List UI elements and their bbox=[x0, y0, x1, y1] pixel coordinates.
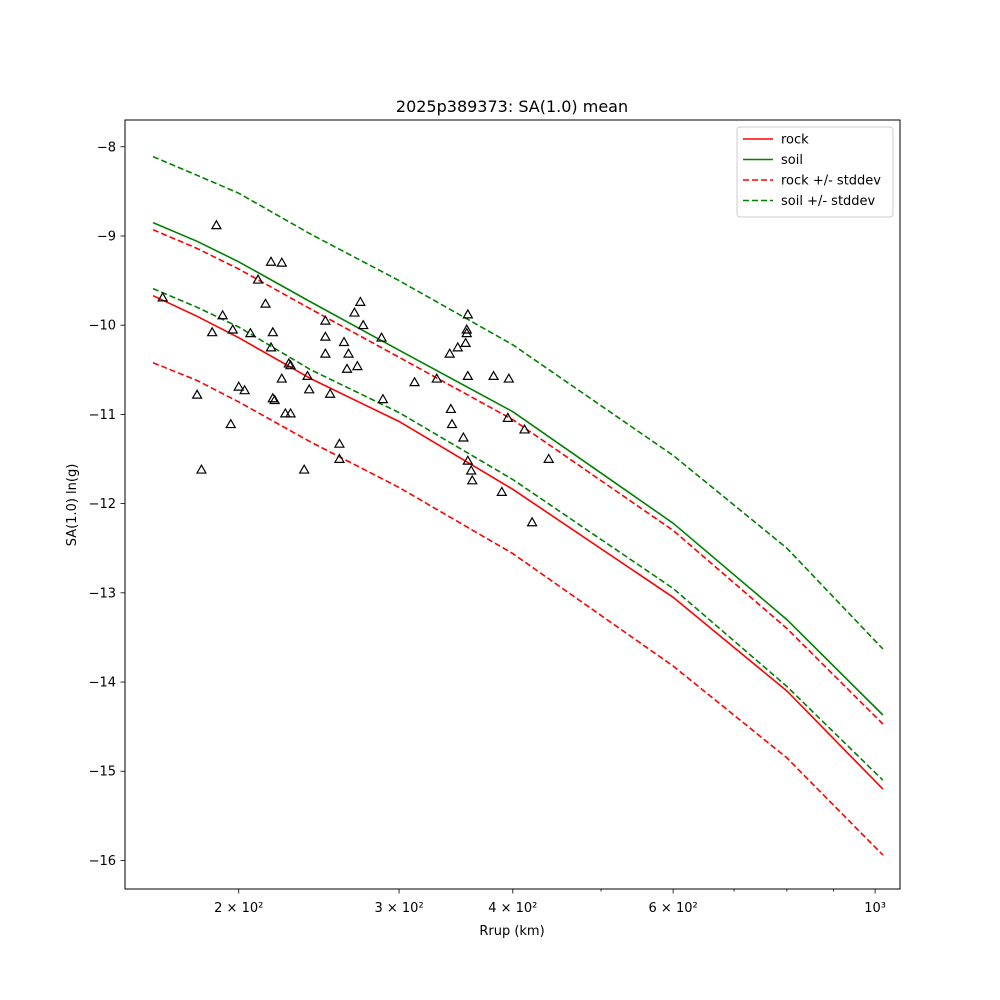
observation-point bbox=[324, 388, 336, 398]
observation-point bbox=[445, 403, 457, 414]
y-tick-label: −13 bbox=[89, 586, 116, 601]
series-line-rock-stddev bbox=[152, 228, 884, 725]
observation-point bbox=[239, 384, 251, 395]
x-tick-label: 10³ bbox=[864, 901, 886, 916]
observation-point bbox=[466, 474, 478, 485]
observation-point bbox=[341, 363, 353, 373]
observation-point bbox=[303, 383, 315, 394]
observation-point bbox=[244, 327, 256, 338]
observation-point bbox=[227, 323, 239, 334]
observation-point bbox=[462, 308, 474, 319]
observation-point bbox=[342, 348, 355, 358]
observation-point bbox=[269, 394, 281, 405]
observation-point bbox=[157, 291, 169, 302]
x-axis-label: Rrup (km) bbox=[479, 924, 544, 939]
observation-point bbox=[319, 348, 331, 358]
legend-box bbox=[736, 126, 894, 218]
y-tick-label: −10 bbox=[89, 319, 116, 334]
observation-point bbox=[460, 337, 472, 348]
observation-point bbox=[195, 463, 207, 474]
observation-point bbox=[462, 370, 474, 381]
legend-label-rock: rock bbox=[781, 133, 809, 148]
observation-point bbox=[267, 392, 279, 403]
observation-point bbox=[503, 373, 515, 383]
observation-point bbox=[338, 336, 350, 347]
observation-point bbox=[496, 486, 508, 496]
observation-point bbox=[354, 296, 366, 306]
observation-point bbox=[252, 273, 264, 284]
observation-point bbox=[265, 341, 277, 352]
observation-point bbox=[206, 326, 218, 337]
observation-point bbox=[217, 309, 229, 320]
series-line-band-5 bbox=[152, 287, 884, 781]
legend-label-soil: soil bbox=[781, 153, 803, 168]
observation-point bbox=[465, 464, 477, 475]
observation-point bbox=[446, 418, 458, 429]
observation-point bbox=[462, 455, 474, 465]
observation-point bbox=[267, 326, 279, 337]
observation-point bbox=[225, 418, 237, 429]
x-tick-label: 2 × 10² bbox=[214, 901, 263, 916]
observation-point bbox=[409, 376, 421, 387]
observation-point bbox=[357, 319, 369, 330]
legend-label-rock-stddev: rock +/- stddev bbox=[781, 174, 881, 189]
y-tick-label: −12 bbox=[89, 497, 116, 512]
observation-point bbox=[210, 219, 222, 230]
series-line-soil-stddev bbox=[152, 155, 884, 650]
observation-point bbox=[488, 370, 500, 381]
observation-point bbox=[259, 298, 272, 308]
observation-point bbox=[319, 315, 331, 325]
observation-point bbox=[351, 360, 363, 371]
y-tick-label: −8 bbox=[97, 140, 116, 155]
y-axis-label: SA(1.0) ln(g) bbox=[65, 464, 80, 547]
x-tick-label: 6 × 10² bbox=[649, 901, 698, 916]
observation-point bbox=[191, 389, 203, 399]
y-tick-label: −9 bbox=[97, 229, 116, 244]
legend: rock soil rock +/- stddev soil +/- stddev bbox=[736, 126, 894, 218]
observation-point bbox=[461, 327, 473, 338]
observation-point bbox=[298, 463, 310, 474]
observation-point bbox=[461, 323, 473, 334]
x-tick-label: 4 × 10² bbox=[488, 901, 537, 916]
chart-title: 2025p389373: SA(1.0) mean bbox=[396, 97, 628, 116]
series-line-soil bbox=[152, 221, 884, 716]
observation-point bbox=[319, 331, 331, 341]
observation-point bbox=[457, 431, 469, 442]
observation-point bbox=[444, 348, 456, 358]
y-tick-label: −16 bbox=[89, 854, 116, 869]
series-line-rock bbox=[152, 294, 884, 790]
observation-point bbox=[233, 381, 245, 391]
observation-point bbox=[276, 373, 288, 383]
observation-point bbox=[333, 453, 345, 463]
legend-label-soil-stddev: soil +/- stddev bbox=[781, 194, 876, 209]
series-line-band-3 bbox=[152, 361, 884, 856]
observation-point bbox=[543, 453, 555, 463]
observation-point bbox=[285, 359, 297, 370]
observation-point bbox=[452, 341, 464, 352]
y-axis: −16 −15 −14 −13 −12 −11 −10 −9 −8 bbox=[89, 140, 125, 869]
x-axis: 2 × 10² 3 × 10² 4 × 10² 6 × 10² 10³ bbox=[214, 889, 886, 916]
observation-point bbox=[502, 412, 514, 422]
observation-point bbox=[285, 407, 297, 418]
observation-point bbox=[518, 423, 531, 434]
observation-point bbox=[279, 407, 291, 418]
observation-point bbox=[265, 256, 277, 266]
observation-point bbox=[301, 370, 314, 381]
observation-point bbox=[276, 257, 288, 267]
observation-point bbox=[431, 373, 443, 383]
x-tick-label: 3 × 10² bbox=[374, 901, 423, 916]
observation-points bbox=[157, 219, 555, 527]
y-tick-label: −15 bbox=[89, 765, 116, 780]
observation-point bbox=[348, 306, 360, 317]
observation-point bbox=[376, 331, 388, 342]
y-tick-label: −11 bbox=[89, 408, 116, 423]
observation-point bbox=[283, 357, 295, 368]
observation-point bbox=[377, 393, 389, 404]
observation-point bbox=[333, 438, 345, 448]
observation-point bbox=[526, 516, 538, 527]
y-tick-label: −14 bbox=[89, 676, 116, 691]
plot-area bbox=[152, 155, 884, 856]
